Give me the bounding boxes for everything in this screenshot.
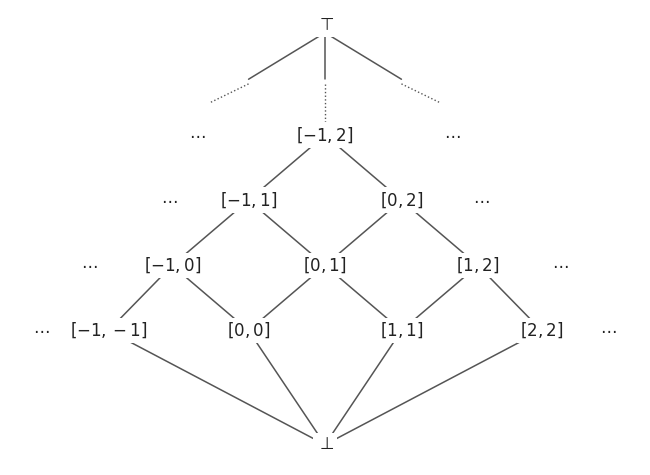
Text: $[0,2]$: $[0,2]$ [380, 190, 423, 210]
Text: $\cdots$: $\cdots$ [33, 322, 50, 339]
Text: $[-1,1]$: $[-1,1]$ [220, 190, 277, 210]
Text: $[-1,-1]$: $[-1,-1]$ [70, 321, 147, 341]
Text: $[2,2]$: $[2,2]$ [520, 321, 563, 341]
Text: $\top$: $\top$ [316, 17, 334, 34]
Text: $[-1,2]$: $[-1,2]$ [296, 125, 354, 145]
Text: $\cdots$: $\cdots$ [81, 257, 98, 274]
Text: $[-1,0]$: $[-1,0]$ [144, 256, 201, 275]
Text: $\cdots$: $\cdots$ [600, 322, 617, 339]
Text: $[1,1]$: $[1,1]$ [380, 321, 423, 341]
Text: $[0,1]$: $[0,1]$ [304, 256, 346, 275]
Text: $[0,0]$: $[0,0]$ [227, 321, 270, 341]
Text: $[1,2]$: $[1,2]$ [456, 256, 499, 275]
Text: $\cdots$: $\cdots$ [189, 127, 206, 143]
Text: $\cdots$: $\cdots$ [444, 127, 461, 143]
Text: $\cdots$: $\cdots$ [552, 257, 569, 274]
Text: $\bot$: $\bot$ [316, 436, 334, 453]
Text: $\cdots$: $\cdots$ [161, 192, 177, 209]
Text: $\cdots$: $\cdots$ [473, 192, 489, 209]
